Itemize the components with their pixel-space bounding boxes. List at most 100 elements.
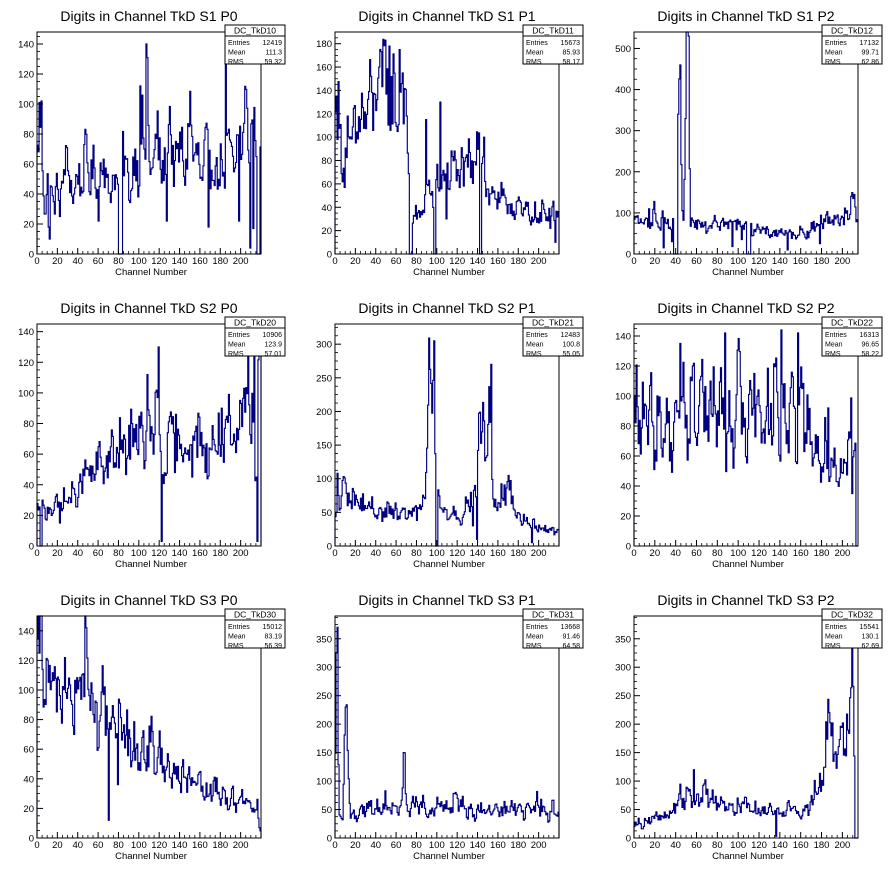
chart-title: Digits in Channel TkD S3 P0 [60,592,237,608]
stats-box: DC_TkD10 Entries 12419 Mean 111.3 RMS 59.32 [224,24,286,66]
y-tick-label: 100 [316,474,332,485]
chart-title: Digits in Channel TkD S2 P0 [60,300,237,316]
stats-name: DC_TkD32 [831,610,873,620]
x-tick-label: 60 [691,256,702,267]
y-tick-label: 50 [321,805,332,816]
x-tick-label: 100 [730,840,746,851]
x-tick-label: 0 [631,840,636,851]
x-tick-label: 200 [834,256,850,267]
y-tick-label: 80 [23,130,34,141]
stats-label: Entries [228,624,250,631]
stats-value: 91.46 [562,634,580,641]
x-tick-label: 40 [72,256,83,267]
y-tick-label: 80 [23,419,34,430]
y-tick-label: 20 [23,511,34,522]
stats-box: DC_TkD11 Entries 15673 Mean 85.93 RMS 58.17 [522,24,584,66]
stats-box-frame [821,24,883,65]
chart-title: Digits in Channel TkD S3 P1 [358,592,535,608]
histogram-series [36,323,262,547]
stats-value: 62.86 [861,59,879,66]
x-tick-label: 140 [470,256,486,267]
stats-value: 85.93 [562,50,580,57]
stats-label: Entries [526,624,548,631]
x-tick-label: 100 [131,256,147,267]
y-tick-label: 0 [29,542,34,553]
y-tick-label: 80 [23,715,34,726]
x-tick-label: 60 [93,256,104,267]
y-tick-label: 100 [18,388,34,399]
x-tick-label: 180 [510,548,526,559]
y-tick-label: 140 [615,332,631,343]
y-tick-label: 160 [316,63,332,74]
y-tick-label: 60 [321,179,332,190]
stats-box: DC_TkD22 Entries 16313 Mean 96.65 RMS 58.22 [821,316,883,358]
stats-label: Mean [228,634,246,641]
y-tick-label: 140 [316,86,332,97]
x-axis-label: Channel Number [115,851,187,862]
x-tick-label: 200 [531,256,547,267]
y-tick-label: 40 [23,480,34,491]
stats-box-frame [522,316,584,357]
y-tick-label: 100 [615,777,631,788]
x-tick-label: 20 [52,548,63,559]
stats-name: DC_TkD12 [831,26,873,36]
y-tick-label: 40 [23,190,34,201]
x-tick-label: 100 [131,548,147,559]
x-tick-label: 140 [172,548,188,559]
x-tick-label: 20 [650,548,661,559]
x-tick-label: 140 [772,256,788,267]
y-tick-label: 300 [316,340,332,351]
stats-box-frame [522,24,584,65]
x-axis-label: Channel Number [413,267,485,278]
stats-label: Entries [825,332,847,339]
x-tick-label: 40 [670,256,681,267]
stats-label: Entries [825,40,847,47]
y-tick-label: 350 [316,634,332,645]
y-tick-label: 100 [316,133,332,144]
x-tick-label: 180 [510,840,526,851]
stats-box-frame [224,24,286,65]
stats-box-frame [522,608,584,649]
y-tick-label: 20 [23,220,34,231]
x-tick-label: 160 [793,256,809,267]
x-tick-label: 60 [391,840,402,851]
stats-label: RMS [228,643,244,650]
y-tick-label: 0 [626,834,631,845]
y-tick-label: 50 [620,805,631,816]
x-tick-label: 40 [370,840,381,851]
histogram-panel: Digits in Channel TkD S3 P2 0 20 40 60 80 100 1… [615,592,883,862]
stats-label: RMS [825,59,841,66]
x-tick-label: 80 [411,256,422,267]
x-tick-label: 0 [34,840,39,851]
stats-value: 16313 [860,332,880,339]
stats-label: RMS [825,643,841,650]
x-tick-label: 180 [814,548,830,559]
y-tick-label: 0 [327,542,332,553]
y-tick-label: 100 [615,208,631,219]
y-tick-label: 0 [626,250,631,261]
histogram-panel: Digits in Channel TkD S1 P0 0 20 40 60 80 100 1… [18,8,286,278]
x-tick-label: 180 [212,548,228,559]
x-tick-label: 180 [212,840,228,851]
histogram-panel: Digits in Channel TkD S2 P0 0 20 40 60 80 100 1… [18,300,286,570]
x-tick-label: 120 [151,548,167,559]
y-tick-label: 20 [321,226,332,237]
x-tick-label: 200 [531,840,547,851]
x-tick-label: 140 [772,840,788,851]
x-axis-label: Channel Number [712,267,784,278]
stats-value: 83.19 [264,634,282,641]
y-tick-label: 120 [18,656,34,667]
stats-label: Mean [825,634,843,641]
stats-value: 96.65 [861,342,879,349]
y-tick-label: 150 [316,441,332,452]
x-tick-label: 120 [751,840,767,851]
plot-frame [633,615,859,839]
stats-value: 99.71 [861,50,879,57]
x-tick-label: 120 [151,256,167,267]
stats-value: 57.01 [264,351,282,358]
y-tick-label: 200 [316,720,332,731]
x-tick-label: 60 [691,548,702,559]
x-tick-label: 20 [350,840,361,851]
stats-label: RMS [526,643,542,650]
y-tick-label: 100 [18,100,34,111]
